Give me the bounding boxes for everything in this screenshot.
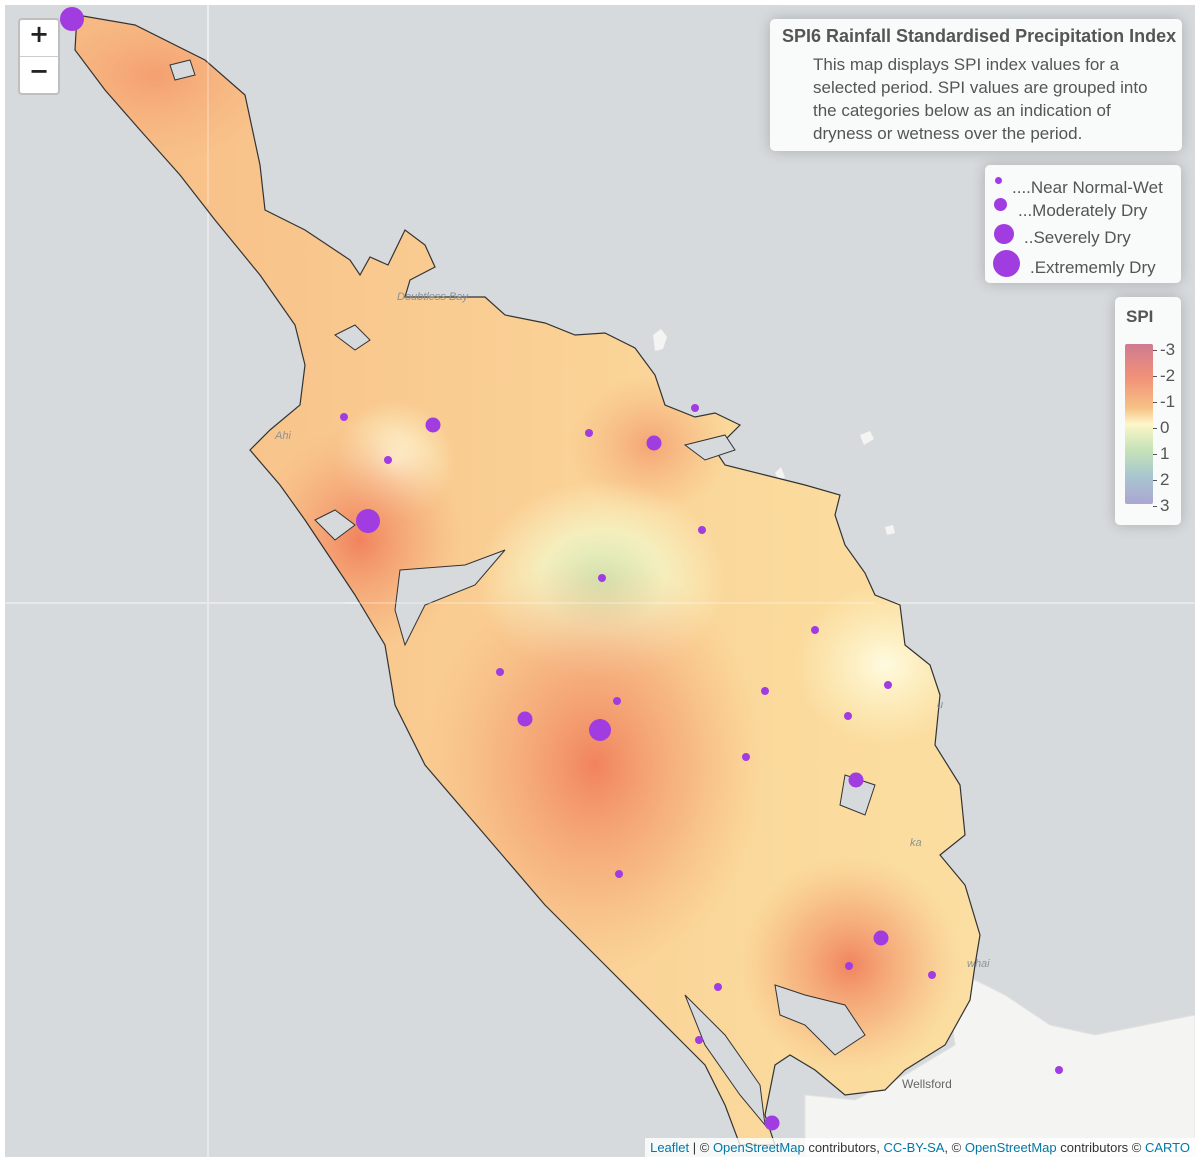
- station-marker[interactable]: [384, 456, 392, 464]
- attribution-text: , ©: [944, 1140, 965, 1155]
- place-label-fragment: Ahi: [275, 430, 291, 442]
- station-marker[interactable]: [844, 712, 852, 720]
- cc-by-sa-link[interactable]: CC-BY-SA: [883, 1140, 945, 1155]
- legend-dot-extremely-dry: [993, 250, 1020, 277]
- place-label-fragment: u: [937, 699, 944, 711]
- station-marker[interactable]: [695, 1036, 703, 1044]
- zoom-control: + −: [18, 18, 60, 95]
- station-marker[interactable]: [60, 7, 84, 31]
- scale-tick: 2: [1153, 471, 1169, 488]
- carto-link[interactable]: CARTO: [1144, 1140, 1190, 1155]
- legend-label-near-normal: ....Near Normal-Wet: [1012, 178, 1163, 197]
- scale-tick: -1: [1153, 393, 1175, 410]
- station-marker[interactable]: [340, 413, 348, 421]
- scale-gradient-bar: [1125, 344, 1153, 504]
- station-marker[interactable]: [646, 435, 662, 451]
- attribution-text: contributors ©: [1056, 1140, 1145, 1155]
- legend-label-extremely-dry: .Extrememly Dry: [1030, 258, 1156, 277]
- info-title: SPI6 Rainfall Standardised Precipitation…: [782, 26, 1177, 46]
- station-marker[interactable]: [761, 687, 769, 695]
- scale-tick: -2: [1153, 367, 1175, 384]
- zoom-out-button[interactable]: −: [20, 56, 58, 93]
- station-marker[interactable]: [848, 772, 864, 788]
- station-marker[interactable]: [714, 983, 722, 991]
- legend-label-moderately-dry: ...Moderately Dry: [1018, 201, 1148, 220]
- station-marker[interactable]: [764, 1115, 780, 1131]
- scale-tick: 3: [1153, 497, 1169, 514]
- station-marker[interactable]: [496, 668, 504, 676]
- station-marker[interactable]: [598, 574, 606, 582]
- station-marker[interactable]: [811, 626, 819, 634]
- legend-dot-near-normal: [995, 177, 1002, 184]
- spi-color-scale: SPI -3 -2 -1 0 1 2 3: [1115, 297, 1181, 525]
- station-marker[interactable]: [425, 417, 441, 433]
- basemap: [5, 5, 1195, 1157]
- station-marker[interactable]: [691, 404, 699, 412]
- station-marker[interactable]: [517, 711, 533, 727]
- station-marker[interactable]: [873, 930, 889, 946]
- station-marker[interactable]: [615, 870, 623, 878]
- legend-dot-moderately-dry: [994, 198, 1007, 211]
- place-label-fragment: ka: [910, 837, 922, 849]
- station-marker[interactable]: [356, 509, 380, 533]
- scale-tick: 1: [1153, 445, 1169, 462]
- station-marker[interactable]: [1055, 1066, 1063, 1074]
- station-marker[interactable]: [742, 753, 750, 761]
- attribution-bar: Leaflet | © OpenStreetMap contributors, …: [645, 1138, 1195, 1157]
- info-panel: SPI6 Rainfall Standardised Precipitation…: [770, 19, 1182, 151]
- category-legend: ....Near Normal-Wet ...Moderately Dry ..…: [985, 165, 1181, 283]
- attribution-text: contributors,: [804, 1140, 884, 1155]
- scale-tick: 0: [1153, 419, 1169, 436]
- legend-label-severely-dry: ..Severely Dry: [1024, 228, 1131, 247]
- station-marker[interactable]: [928, 971, 936, 979]
- station-marker[interactable]: [589, 719, 611, 741]
- attribution-text: | ©: [689, 1140, 713, 1155]
- place-label-doubtless-bay: Doubtless Bay: [397, 291, 468, 303]
- place-label-fragment: whai: [967, 958, 990, 970]
- zoom-in-button[interactable]: +: [28, 20, 50, 48]
- place-label-wellsford: Wellsford: [902, 1077, 952, 1091]
- station-marker[interactable]: [613, 697, 621, 705]
- station-marker[interactable]: [585, 429, 593, 437]
- leaflet-link[interactable]: Leaflet: [650, 1140, 690, 1155]
- legend-dot-severely-dry: [994, 224, 1014, 244]
- osm-link-2[interactable]: OpenStreetMap: [964, 1140, 1057, 1155]
- station-marker[interactable]: [884, 681, 892, 689]
- map-viewport[interactable]: Doubtless Bay Wellsford whai ka u Ahi + …: [5, 5, 1195, 1157]
- scale-tick: -3: [1153, 341, 1175, 358]
- osm-link[interactable]: OpenStreetMap: [712, 1140, 805, 1155]
- station-marker[interactable]: [698, 526, 706, 534]
- station-marker[interactable]: [845, 962, 853, 970]
- scale-title: SPI: [1126, 307, 1154, 326]
- info-description: This map displays SPI index values for a…: [813, 55, 1148, 143]
